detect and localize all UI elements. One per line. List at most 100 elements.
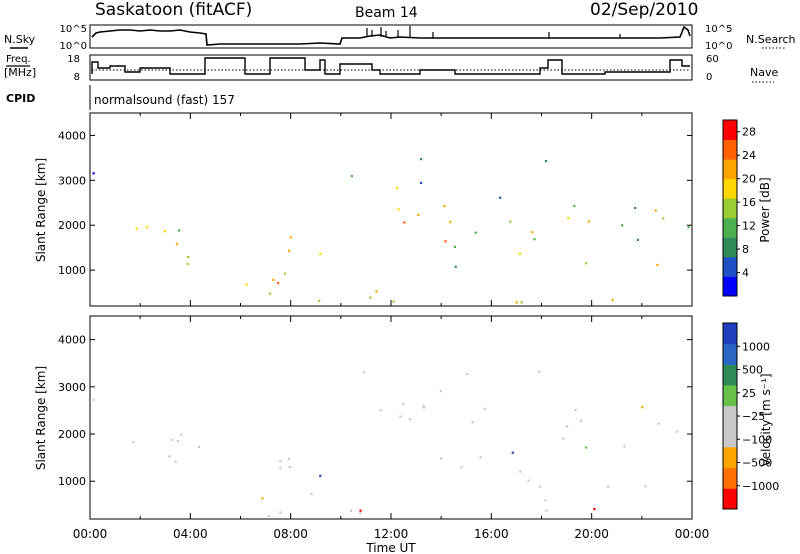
noise-left-tick-bottom: 10^0 <box>60 41 87 52</box>
power-echo-cell-6 <box>175 242 179 245</box>
velocity-x-ticks <box>89 316 693 519</box>
vel-echo-cell-1 <box>132 441 135 444</box>
vel-echo-cell-12 <box>310 492 313 495</box>
power-echo-cell-32 <box>531 231 534 234</box>
power-echo-cell-27 <box>444 240 447 243</box>
power-echo-cell-13 <box>288 249 291 252</box>
power-echo-cell-36 <box>518 252 521 255</box>
vel-echo-cell-3 <box>176 440 179 443</box>
noise-spikes <box>366 26 621 38</box>
vel-echo-cell-30 <box>544 499 547 502</box>
nave-label: Nave <box>750 66 778 79</box>
power-echo-cell-47 <box>634 206 637 210</box>
power-ylabel: Slant Range [km] <box>34 158 48 262</box>
vel-echo-cell-32 <box>519 470 522 473</box>
power-echo-cell-52 <box>687 226 690 229</box>
vel-echo-cell-5 <box>168 455 171 458</box>
noise-panel: N.Sky 10^5 10^0 10^5 10^0 N.Search <box>4 24 796 52</box>
power-echo-cell-20 <box>350 175 353 178</box>
power-echo-cell-41 <box>656 263 659 267</box>
freq-trace <box>91 57 690 75</box>
vel-ytick-label-3: 4000 <box>58 334 86 347</box>
vel-echo-cell-16 <box>287 457 290 460</box>
vel-colorbar-swatch-5 <box>723 385 737 407</box>
power-colorbar-label-1: 8 <box>742 243 749 256</box>
vel-echo-cell-15 <box>279 459 282 463</box>
velocity-y-ticks: 1000 2000 3000 4000 <box>58 334 692 488</box>
power-echo-cell-40 <box>544 160 548 163</box>
noise-sky-trace <box>91 25 691 46</box>
vel-echo-cell-44 <box>574 408 577 411</box>
freq-right-tick-bottom: 0 <box>706 72 712 83</box>
time-tick-label-6: 00:00 <box>675 527 710 541</box>
frequency-panel: Freq. [MHz] 18 8 60 0 Nave <box>4 54 778 83</box>
freq-label-2: [MHz] <box>4 66 36 79</box>
vel-echo-cell-7 <box>180 433 183 436</box>
power-colorbar-swatch-2 <box>723 237 737 258</box>
power-colorbar-swatch-0 <box>723 276 737 297</box>
power-colorbar-swatch-7 <box>723 139 737 160</box>
vel-echo-cell-20 <box>362 371 366 374</box>
vel-echo-cell-27 <box>422 406 426 409</box>
power-colorbar-swatch-4 <box>723 198 737 219</box>
vel-echo-cell-34 <box>511 451 514 454</box>
power-echo-cell-14 <box>245 283 248 286</box>
vel-echo-cell-10 <box>261 497 264 500</box>
vel-echo-cell-47 <box>584 446 588 449</box>
time-tick-label-0: 00:00 <box>73 527 108 541</box>
power-echo-cell-35 <box>453 245 456 248</box>
velocity-colorbar-label: Velocity [m s⁻¹] <box>759 373 773 466</box>
noise-right-tick-top: 10^5 <box>705 24 732 35</box>
freq-label-1: Freq. <box>6 54 31 65</box>
freq-panel-frame <box>89 54 693 81</box>
power-echo-cell-15 <box>283 272 287 275</box>
power-echo-cell-24 <box>449 220 452 224</box>
vel-echo-cell-31 <box>545 509 548 512</box>
velocity-heatmap-cells <box>92 370 678 517</box>
vel-colorbar-label-2: 25 <box>742 387 756 400</box>
power-colorbar-label-4: 20 <box>742 173 756 186</box>
power-echo-cell-33 <box>533 238 536 241</box>
power-colorbar-label-5: 24 <box>742 149 756 162</box>
power-x-ticks <box>89 113 693 306</box>
vel-echo-cell-39 <box>483 407 486 410</box>
vel-echo-cell-35 <box>538 485 541 488</box>
freq-left-tick-top: 18 <box>67 54 80 65</box>
power-echo-cell-23 <box>417 213 420 216</box>
power-echo-cell-45 <box>636 238 639 241</box>
noise-panel-frame <box>89 24 693 49</box>
power-ytick-label-3: 4000 <box>58 129 86 142</box>
vel-echo-cell-21 <box>439 390 442 393</box>
power-heatmap-cells <box>92 158 690 304</box>
vel-echo-cell-2 <box>197 445 200 448</box>
date-title: 02/Sep/2010 <box>590 0 698 20</box>
power-colorbar-label-0: 4 <box>742 267 749 280</box>
vel-echo-cell-11 <box>288 465 291 468</box>
vel-colorbar-swatch-7 <box>723 343 737 365</box>
noise-left-label: N.Sky <box>4 33 36 46</box>
vel-echo-cell-25 <box>408 418 412 421</box>
power-echo-cell-48 <box>654 209 657 212</box>
vel-echo-cell-13 <box>279 511 282 514</box>
time-tick-label-5: 20:00 <box>574 527 609 541</box>
vel-echo-cell-6 <box>174 460 177 463</box>
power-echo-cell-8 <box>319 252 322 255</box>
power-echo-cell-19 <box>369 296 372 299</box>
vel-echo-cell-51 <box>593 508 596 511</box>
cpid-text: normalsound (fast) 157 <box>94 93 235 107</box>
x-axis-title: Time UT <box>365 541 416 554</box>
power-echo-cell-22 <box>443 204 446 208</box>
vel-echo-cell-19 <box>349 509 353 512</box>
power-colorbar: 4 8 12 16 20 24 28 <box>722 119 756 297</box>
power-echo-cell-50 <box>587 220 590 223</box>
time-tick-label-4: 16:00 <box>474 527 509 541</box>
vel-echo-cell-23 <box>399 415 402 418</box>
vel-echo-cell-8 <box>319 474 322 477</box>
vel-echo-cell-52 <box>675 430 678 433</box>
power-ytick-label-0: 1000 <box>58 264 86 277</box>
vel-echo-cell-33 <box>460 466 463 469</box>
vel-ytick-label-2: 3000 <box>58 381 86 394</box>
power-echo-cell-49 <box>662 217 665 220</box>
vel-echo-cell-14 <box>279 467 282 470</box>
vel-echo-cell-9 <box>267 514 270 517</box>
